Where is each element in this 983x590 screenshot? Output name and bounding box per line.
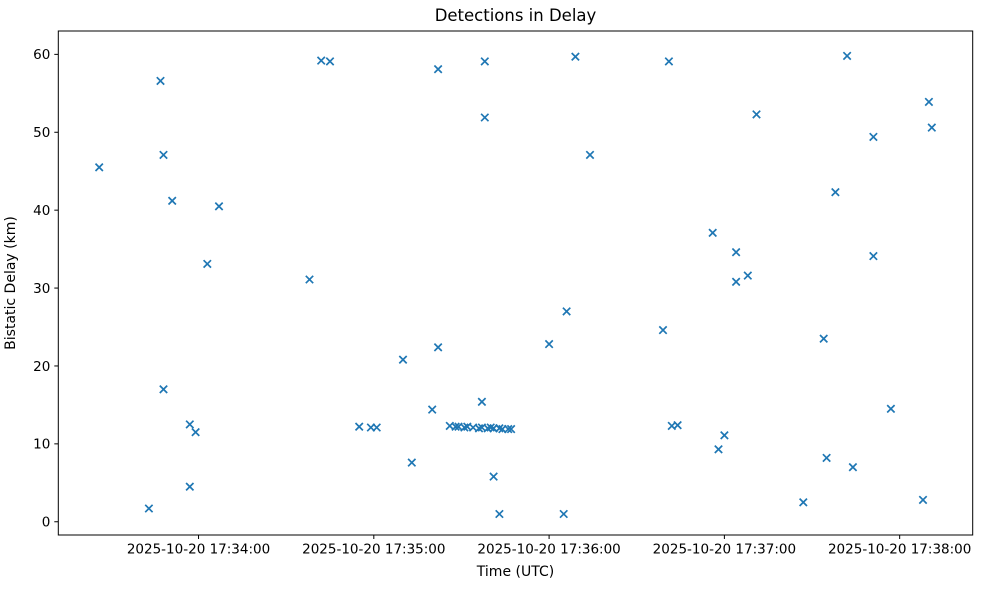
chart-title: Detections in Delay	[435, 6, 597, 25]
scatter-point	[427, 405, 437, 414]
scatter-point	[731, 247, 741, 257]
plot-area	[57, 30, 974, 536]
y-tick-label: 50	[33, 125, 50, 141]
scatter-point	[585, 150, 595, 160]
scatter-point	[798, 497, 808, 507]
scatter-point	[451, 422, 460, 432]
scatter-point	[214, 201, 224, 211]
scatter-point	[848, 462, 858, 472]
scatter-point	[720, 430, 729, 440]
scatter-point	[156, 76, 165, 86]
scatter-point	[480, 113, 490, 122]
scatter-point	[489, 472, 498, 481]
scatter-point	[167, 196, 177, 206]
scatter-point	[305, 275, 314, 284]
scatter-point	[918, 495, 928, 505]
y-tick-label: 20	[33, 359, 50, 375]
scatter-point	[743, 271, 753, 280]
scatter-point	[460, 423, 469, 432]
scatter-point	[924, 97, 934, 107]
scatter-point	[571, 52, 580, 62]
scatter-point	[664, 57, 674, 66]
scatter-point	[185, 482, 195, 492]
x-tick-label: 2025-10-20 17:34:00	[127, 542, 270, 558]
scatter-point	[94, 162, 104, 172]
y-tick-label: 30	[33, 281, 50, 297]
scatter-point	[316, 56, 326, 65]
data-points	[94, 51, 937, 519]
scatter-point	[731, 277, 741, 287]
scatter-point	[842, 51, 852, 61]
x-tick-label: 2025-10-20 17:38:00	[828, 542, 971, 558]
scatter-point	[927, 123, 937, 132]
scatter-point	[398, 355, 408, 365]
x-axis-label: Time (UTC)	[476, 564, 554, 580]
scatter-point	[144, 504, 154, 513]
x-axis-ticks: 2025-10-20 17:34:00 2025-10-20 17:35:00 20…	[127, 535, 971, 558]
scatter-point	[159, 384, 168, 394]
scatter-point	[159, 150, 168, 160]
scatter-point	[886, 404, 896, 414]
scatter-point	[822, 453, 831, 463]
scatter-point	[869, 251, 878, 261]
x-tick-label: 2025-10-20 17:35:00	[302, 542, 445, 558]
x-tick-label: 2025-10-20 17:37:00	[653, 542, 796, 558]
scatter-point	[477, 397, 487, 407]
y-tick-label: 60	[33, 47, 50, 63]
y-tick-label: 0	[42, 515, 51, 531]
scatter-point	[562, 307, 571, 316]
scatter-point	[831, 187, 840, 197]
scatter-point	[486, 423, 496, 432]
scatter-point	[544, 339, 554, 349]
scatter-point	[819, 334, 829, 344]
scatter-point	[433, 342, 443, 352]
scatter-point	[185, 420, 195, 429]
scatter-point	[433, 64, 443, 74]
scatter-point	[658, 325, 668, 335]
scatter-point	[673, 420, 682, 430]
scatter-point	[191, 427, 200, 437]
scatter-point	[506, 424, 516, 434]
y-axis-ticks: 0 10 20 30 40 50 60	[33, 47, 59, 531]
y-tick-label: 40	[33, 203, 50, 219]
scatter-point	[474, 423, 484, 433]
scatter-point	[372, 423, 382, 432]
scatter-point	[407, 458, 417, 467]
y-axis-label: Bistatic Delay (km)	[3, 216, 19, 350]
scatter-point	[354, 422, 364, 432]
scatter-point	[495, 509, 504, 519]
scatter-point	[714, 444, 723, 454]
scatter-point	[325, 57, 335, 66]
scatter-point	[708, 228, 718, 238]
scatter-point	[480, 57, 490, 66]
x-tick-label: 2025-10-20 17:36:00	[477, 542, 620, 558]
scatter-point	[503, 424, 513, 434]
y-tick-label: 10	[33, 437, 50, 453]
scatter-point	[202, 259, 212, 269]
scatter-point	[869, 132, 878, 142]
scatter-point	[559, 509, 569, 519]
scatter-point	[752, 110, 761, 119]
